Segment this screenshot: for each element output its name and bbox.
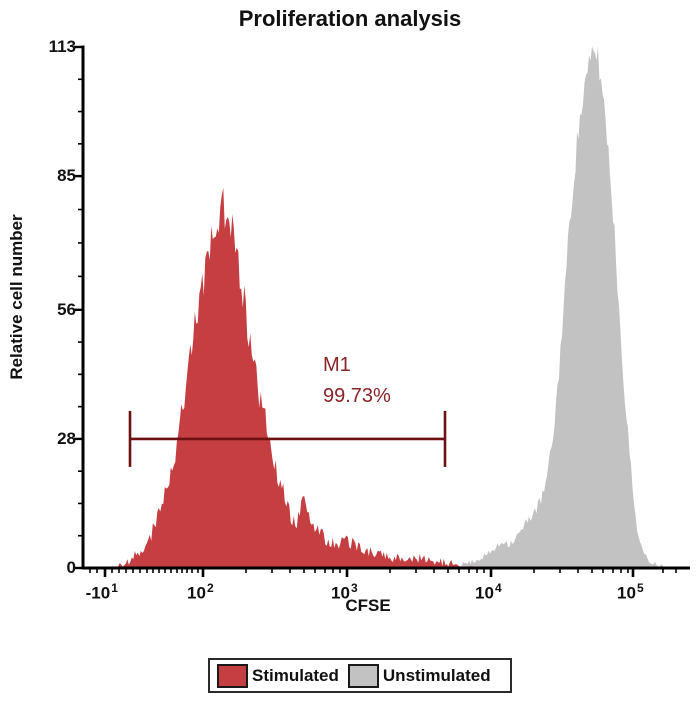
legend-label-unstimulated: Unstimulated: [382, 665, 491, 685]
x-tick-label: 104: [475, 581, 502, 603]
x-axis-label: CFSE: [345, 596, 391, 615]
legend-swatch-unstimulated: [347, 663, 379, 688]
histogram-stimulated: [110, 187, 477, 569]
m1-gate-label: M1 99.73%: [323, 350, 391, 412]
m1-gate-name: M1: [323, 354, 351, 376]
y-tick-label: 28: [57, 429, 76, 448]
y-tick-label: 0: [66, 558, 76, 577]
legend-label-stimulated: Stimulated: [252, 665, 339, 685]
legend-swatch-stimulated: [217, 663, 248, 688]
y-tick-label: 56: [57, 300, 76, 319]
legend: Stimulated Unstimulated: [208, 658, 512, 693]
page-title: Proliferation analysis: [238, 6, 462, 31]
m1-gate-percent: 99.73%: [323, 385, 391, 407]
y-tick-label: 113: [48, 37, 76, 56]
x-tick-label: 102: [187, 581, 214, 603]
x-tick-label: -101: [85, 581, 118, 603]
y-tick-label: 85: [57, 166, 76, 185]
x-tick-label: 103: [331, 581, 358, 603]
x-tick-label: 105: [617, 581, 644, 603]
histogram-unstimulated: [119, 46, 670, 568]
